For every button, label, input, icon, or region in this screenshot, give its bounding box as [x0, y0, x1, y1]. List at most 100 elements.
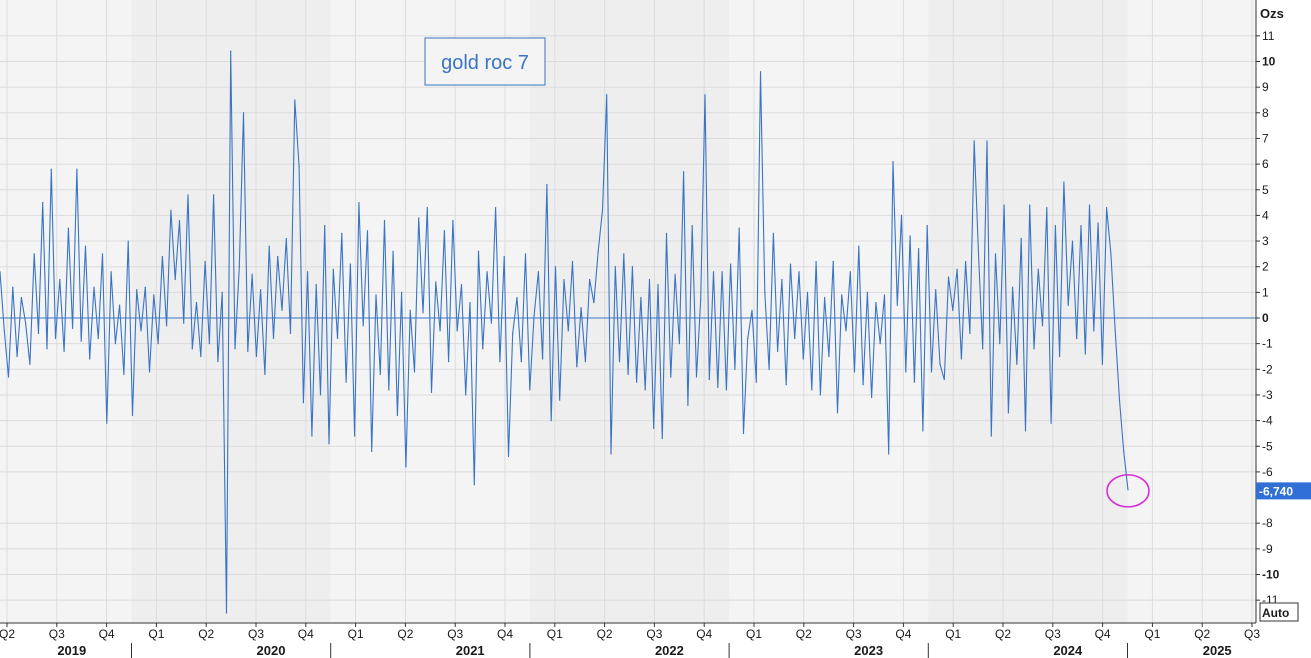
y-tick-label: 1: [1262, 285, 1269, 299]
data-point: [905, 371, 907, 373]
x-quarter-label: Q2: [796, 627, 812, 641]
data-point: [943, 378, 945, 381]
data-point: [717, 386, 719, 388]
data-point: [862, 384, 864, 386]
data-point: [589, 278, 591, 281]
data-point: [674, 273, 676, 275]
data-point: [1037, 268, 1039, 270]
data-point: [311, 435, 313, 437]
x-year-label: 2022: [655, 643, 684, 658]
data-point: [264, 373, 266, 376]
data-point: [298, 166, 300, 168]
data-point: [708, 378, 710, 381]
data-point: [127, 240, 129, 242]
data-point: [285, 237, 287, 240]
data-point: [806, 291, 809, 293]
data-point: [683, 171, 685, 173]
data-point: [653, 427, 655, 429]
data-point: [178, 219, 181, 222]
data-point: [960, 358, 962, 360]
data-point: [1071, 240, 1074, 242]
data-point: [712, 271, 715, 273]
x-axis: Q2 Q3 Q4 Q1 Q2 Q3 Q4 Q1 Q2 Q3 Q4 Q1 Q2 Q3 Q4 Q1 Q2 Q3 Q4 Q1…: [0, 623, 1260, 658]
data-point: [29, 363, 31, 365]
data-point: [939, 363, 941, 365]
data-point: [742, 432, 745, 435]
data-point: [883, 294, 886, 296]
data-point: [456, 330, 458, 332]
x-quarter-label: Q3: [1045, 627, 1061, 641]
data-point: [166, 325, 168, 327]
data-point: [636, 381, 638, 383]
y-tick-label: 11: [1262, 29, 1275, 43]
data-point: [986, 140, 988, 142]
data-point: [131, 414, 134, 417]
data-point: [631, 266, 633, 268]
data-point: [302, 402, 304, 404]
data-point: [794, 337, 796, 340]
data-point: [123, 373, 125, 376]
x-quarter-label: Q2: [597, 627, 613, 641]
data-point: [1067, 304, 1069, 306]
data-point: [580, 307, 582, 309]
data-point: [251, 273, 253, 275]
data-point: [1076, 337, 1078, 340]
data-point: [33, 253, 35, 255]
data-point: [785, 384, 787, 386]
data-point: [460, 284, 463, 286]
x-quarter-label: Q4: [99, 627, 115, 641]
data-point: [687, 404, 689, 406]
y-tick-label: 7: [1262, 131, 1269, 145]
data-point: [499, 361, 501, 363]
data-point: [289, 332, 292, 334]
data-point: [59, 278, 61, 281]
data-point: [759, 71, 762, 73]
data-point: [7, 376, 10, 378]
data-point: [1127, 489, 1129, 491]
data-point: [221, 291, 223, 293]
data-point: [247, 350, 249, 352]
x-year-label: 2021: [456, 643, 485, 658]
data-point: [383, 219, 386, 222]
data-point: [413, 371, 416, 373]
data-point: [426, 207, 428, 209]
chart-title: gold roc 7: [441, 52, 529, 74]
x-quarter-label: Q3: [1244, 627, 1260, 641]
scale-mode-button[interactable]: Auto: [1259, 602, 1299, 622]
data-point: [853, 371, 856, 373]
data-point: [54, 337, 57, 340]
data-point: [563, 278, 565, 281]
data-point: [260, 289, 262, 291]
data-point: [3, 330, 5, 332]
data-point: [721, 271, 723, 273]
data-point: [1118, 399, 1121, 401]
data-point: [947, 276, 950, 278]
data-point: [375, 294, 377, 296]
data-point: [80, 340, 82, 342]
data-point: [610, 453, 612, 455]
data-point: [255, 355, 257, 358]
last-value-annotation-circle: [1106, 474, 1150, 508]
data-point: [648, 278, 651, 281]
data-point: [1106, 207, 1108, 209]
data-point: [751, 309, 753, 311]
data-point: [430, 391, 433, 393]
data-point: [606, 94, 608, 96]
data-point: [1114, 330, 1116, 332]
data-point: [935, 289, 937, 291]
x-quarter-label: Q2: [995, 627, 1011, 641]
data-point: [1088, 204, 1091, 206]
data-point: [730, 263, 732, 265]
last-value-badge: -6,740: [1256, 482, 1311, 500]
data-point: [567, 330, 569, 332]
data-point: [37, 332, 40, 334]
data-point: [990, 435, 992, 437]
data-point: [72, 327, 74, 329]
data-point: [191, 348, 193, 350]
data-point: [512, 332, 514, 334]
data-point: [909, 235, 911, 237]
data-point: [900, 214, 903, 216]
data-point: [268, 245, 270, 247]
data-point: [871, 396, 873, 399]
